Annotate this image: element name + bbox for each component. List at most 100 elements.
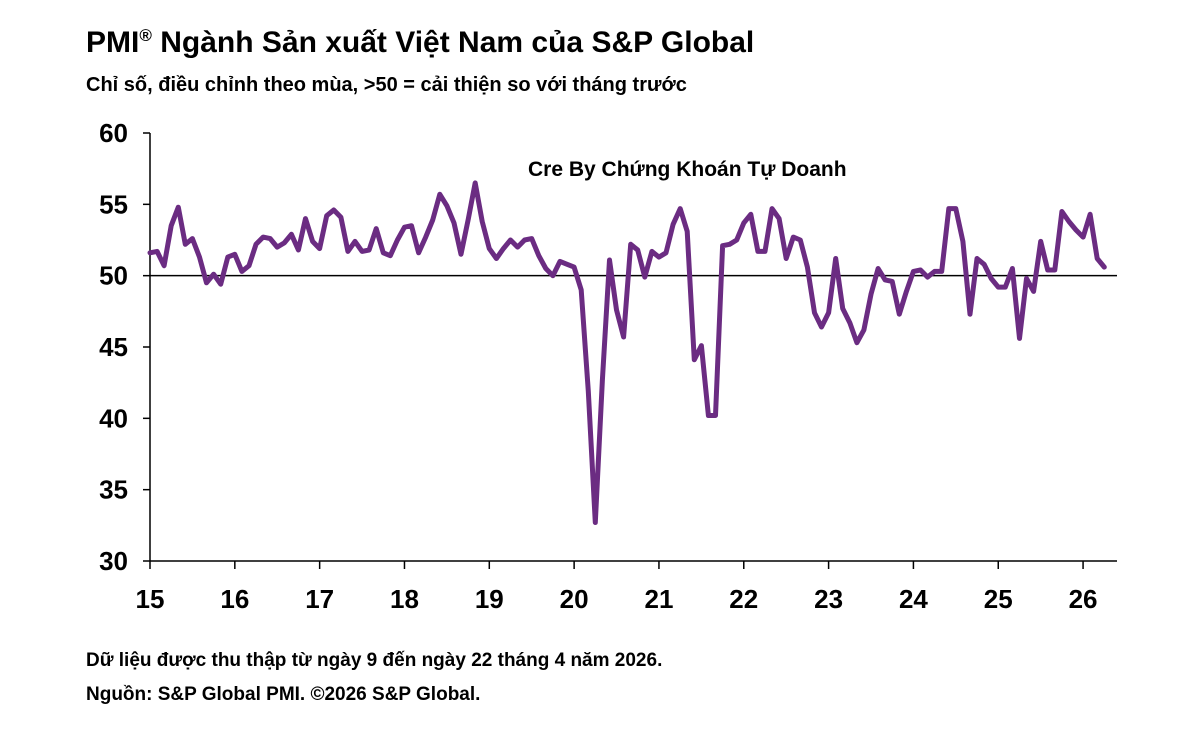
data-point (918, 268, 923, 272)
data-point (968, 312, 972, 316)
data-point (904, 289, 909, 293)
data-point (685, 229, 689, 233)
data-point (827, 311, 831, 315)
x-tick-label: 16 (220, 584, 249, 614)
data-point (494, 256, 498, 261)
data-point (395, 238, 399, 242)
data-point (155, 249, 159, 253)
series-line (147, 180, 1107, 525)
data-point (339, 215, 343, 219)
data-point (657, 255, 661, 259)
chart-title-main: PMI (86, 26, 140, 59)
data-point (756, 249, 760, 253)
x-tick-label: 18 (390, 584, 419, 614)
data-point (409, 224, 414, 228)
data-point (1039, 239, 1043, 243)
data-point (713, 413, 718, 418)
data-point (346, 249, 350, 253)
data-point (933, 269, 937, 273)
data-point (289, 232, 293, 236)
x-axis: 15 16 17 18 19 20 21 22 23 24 25 26 (136, 560, 1117, 614)
data-point (742, 221, 746, 225)
data-point (805, 265, 810, 269)
x-tick-label: 26 (1069, 584, 1098, 614)
data-point (600, 378, 605, 382)
data-point (706, 413, 711, 418)
data-point (777, 217, 781, 221)
data-point (303, 217, 308, 221)
chart-title-rest: Ngành Sản xuất Việt Nam của S&P Global (151, 26, 755, 59)
data-point (1024, 276, 1029, 281)
data-point (1102, 265, 1106, 269)
data-point (862, 328, 866, 332)
data-point (841, 306, 845, 311)
data-point (954, 207, 958, 211)
data-point (678, 207, 682, 211)
data-point (1003, 285, 1007, 289)
data-point (183, 242, 187, 246)
data-point (268, 237, 272, 241)
data-point (897, 312, 901, 316)
data-point (459, 252, 463, 256)
data-point (501, 247, 505, 251)
data-point (876, 266, 880, 271)
x-tick-label: 20 (560, 584, 589, 614)
y-tick-label: 30 (99, 546, 128, 576)
x-tick-label: 17 (305, 584, 334, 614)
data-point (247, 264, 251, 268)
data-point (381, 251, 385, 255)
y-tick-label: 35 (99, 475, 128, 505)
data-point (190, 237, 194, 241)
data-point (388, 254, 392, 258)
data-point (332, 208, 336, 212)
data-point (890, 279, 894, 283)
data-point (254, 242, 258, 246)
data-point (261, 235, 265, 239)
data-point (551, 274, 555, 278)
data-point (537, 254, 541, 258)
data-point (1053, 268, 1057, 272)
data-point (311, 239, 315, 243)
y-tick-label: 60 (99, 118, 128, 148)
data-point (883, 278, 887, 282)
data-point (911, 269, 916, 273)
data-point (749, 212, 753, 216)
data-point (162, 264, 166, 268)
data-point (650, 249, 654, 253)
data-point (982, 262, 986, 266)
data-point (664, 251, 668, 255)
data-point (204, 281, 209, 285)
data-point (1010, 266, 1015, 271)
x-tick-label: 21 (644, 584, 673, 614)
data-point (1088, 212, 1092, 216)
data-point (1060, 209, 1064, 214)
data-point (374, 227, 378, 231)
data-point (834, 256, 838, 261)
data-point (212, 272, 216, 276)
data-point (819, 325, 824, 329)
data-point (728, 242, 732, 246)
chart-title: PMI® Ngành Sản xuất Việt Nam của S&P Glo… (86, 26, 754, 60)
data-point (940, 269, 944, 273)
data-point (784, 256, 788, 261)
data-point (240, 269, 244, 273)
data-point (763, 249, 767, 253)
data-point (445, 204, 449, 208)
data-point (607, 258, 612, 262)
data-point (699, 344, 704, 348)
data-point (791, 235, 795, 239)
x-tick-label: 23 (814, 584, 843, 614)
data-point (219, 282, 223, 286)
data-point (226, 255, 230, 259)
data-point (692, 358, 696, 362)
y-tick-label: 45 (99, 332, 128, 362)
data-point (1067, 219, 1071, 224)
data-point (296, 248, 300, 252)
data-point (275, 245, 279, 249)
x-tick-label: 22 (729, 584, 758, 614)
data-point (996, 285, 1000, 289)
data-point (417, 251, 421, 255)
x-tick-label: 25 (984, 584, 1013, 614)
data-point (798, 238, 802, 242)
data-point (367, 248, 371, 252)
